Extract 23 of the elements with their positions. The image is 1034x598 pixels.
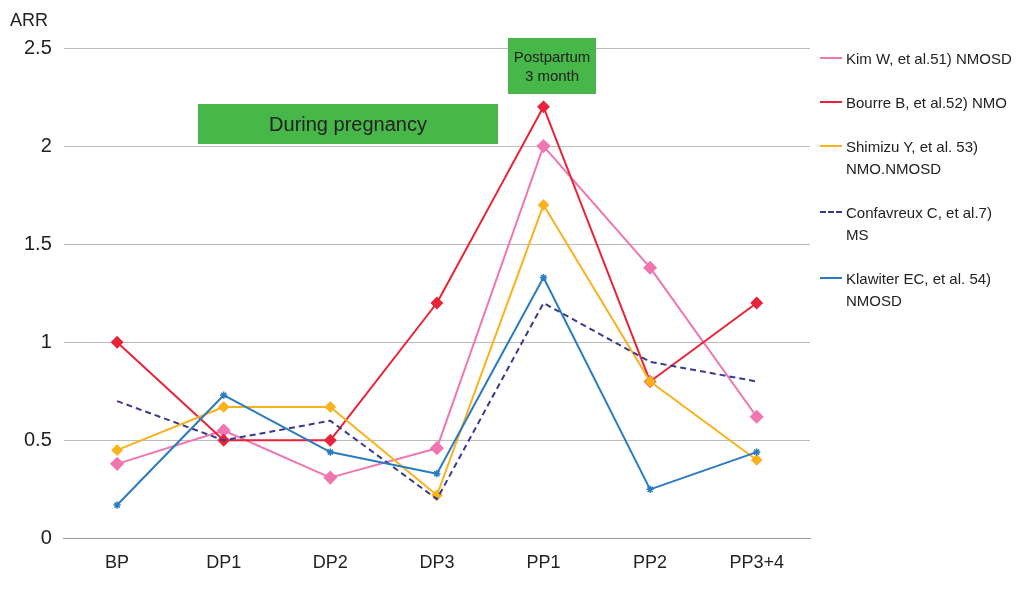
legend-label: Klawiter EC, et al. 54) NMOSD <box>846 269 993 311</box>
x-tick-label: PP3+4 <box>729 552 784 573</box>
x-tick-label: DP3 <box>419 552 455 573</box>
y-tick-label: 1 <box>40 329 52 352</box>
legend-label: Shimizu Y, et al. 53) NMO.NMOSD <box>846 137 980 179</box>
caption-box: During pregnancy <box>198 104 498 144</box>
y-tick-label: 2.5 <box>23 35 52 58</box>
x-tick-label: DP2 <box>312 552 348 573</box>
x-tick-label: DP1 <box>206 552 242 573</box>
legend-label: Confavreux C, et al.7) MS <box>846 203 993 245</box>
legend-label: Bourre B, et al.52) NMO <box>846 93 1008 113</box>
annotation: Postpartum 3 month <box>513 46 591 86</box>
legend-label: Kim W, et al.51) NMOSD <box>846 49 1013 69</box>
annotation: During pregnancy <box>269 112 427 137</box>
x-tick-label: BP <box>105 552 130 573</box>
y-tick-label: 0 <box>40 525 52 548</box>
x-tick-label: PP1 <box>526 552 561 573</box>
y-tick-label: 0.5 <box>23 427 52 450</box>
x-tick-label: PP2 <box>633 552 668 573</box>
y-axis-title: ARR <box>10 9 49 30</box>
y-tick-label: 2 <box>40 133 52 156</box>
caption-box: Postpartum 3 month <box>508 38 596 94</box>
y-tick-label: 1.5 <box>23 231 52 254</box>
